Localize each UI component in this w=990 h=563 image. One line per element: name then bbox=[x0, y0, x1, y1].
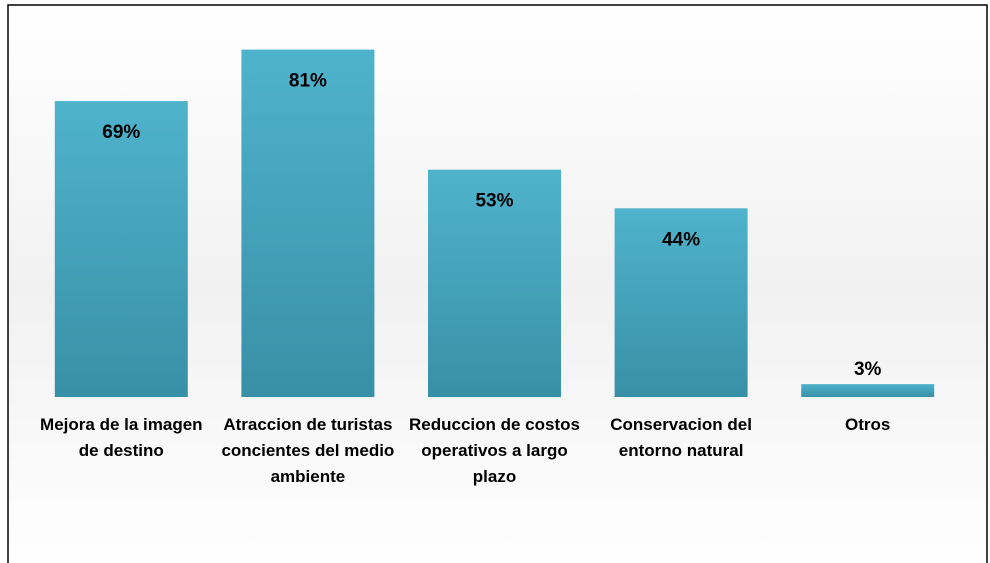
bar bbox=[241, 49, 375, 397]
category-label: Reduccion de costos operativos a largo p… bbox=[409, 415, 580, 486]
bar bbox=[428, 169, 561, 397]
value-label: 81% bbox=[289, 71, 327, 92]
bar bbox=[801, 384, 935, 397]
category-label: Conservacion del entorno natural bbox=[610, 415, 752, 460]
category-label: Otros bbox=[845, 415, 891, 434]
value-label: 44% bbox=[662, 229, 700, 250]
value-label: 69% bbox=[102, 122, 140, 143]
category-label: Atraccion de turistas concientes del med… bbox=[221, 415, 395, 486]
bar bbox=[614, 208, 748, 397]
category-label: Mejora de la imagen de destino bbox=[40, 415, 203, 460]
value-label: 3% bbox=[854, 359, 882, 380]
bar bbox=[54, 101, 188, 398]
value-label: 53% bbox=[475, 191, 513, 212]
